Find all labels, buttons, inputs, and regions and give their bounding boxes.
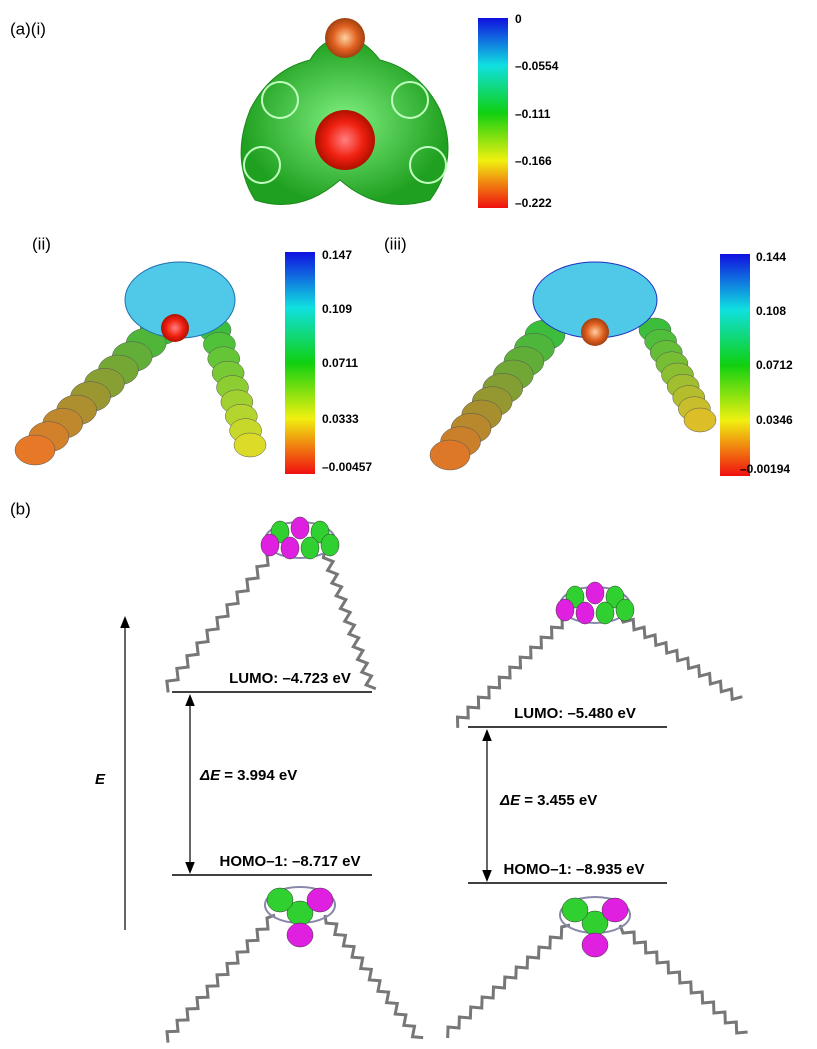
atom-surface (325, 18, 365, 58)
alkyl-chain (620, 615, 742, 699)
chain-segment (15, 435, 55, 465)
alkyl-chain (325, 915, 423, 1038)
atom-surface (315, 110, 375, 170)
homo-label: HOMO–1: –8.935 eV (504, 861, 645, 878)
orbital-lobe (596, 602, 614, 624)
orbital-lobe (281, 537, 299, 559)
orbital-lobe (291, 517, 309, 539)
gap-label: ΔE = 3.994 eV (199, 767, 297, 784)
colorbar (478, 18, 508, 208)
gap-value: = 3.994 eV (224, 767, 297, 784)
colorbar-tick: 0.144 (756, 250, 786, 264)
colorbar-tick: –0.111 (515, 107, 551, 121)
gap-value: = 3.455 eV (524, 792, 597, 809)
chain-segment (684, 408, 716, 432)
atom-surface (581, 318, 609, 346)
colorbar-tick: –0.00457 (322, 460, 372, 474)
orbital-lobe (586, 582, 604, 604)
alkyl-chain (448, 925, 570, 1038)
atom-surface (161, 314, 189, 342)
colorbar-tick: 0.0333 (322, 412, 359, 426)
orbital-lobe (261, 534, 279, 556)
colorbar-tick: 0.0712 (756, 358, 793, 372)
gap-label: ΔE = 3.455 eV (499, 792, 597, 809)
alkyl-chain (323, 550, 375, 689)
colorbar-tick: 0.0346 (756, 413, 793, 427)
orbital-lobe (616, 599, 634, 621)
orbital-lobe (582, 933, 608, 957)
chain-segment (430, 440, 470, 470)
figure: (a)(i) 0 –0.0554 –0.111 –0.166 –0.222 (i… (0, 0, 817, 1049)
colorbar-tick: 0 (515, 12, 522, 26)
colorbar (720, 254, 750, 476)
gap-symbol: ΔE (199, 767, 221, 784)
alkyl-chain (620, 925, 748, 1033)
homo-label: HOMO–1: –8.717 eV (220, 853, 361, 870)
colorbar-tick: 0.108 (756, 304, 786, 318)
colorbar-tick: –0.00194 (740, 462, 790, 476)
orbital-lobe (267, 888, 293, 912)
orbital-lobe (602, 898, 628, 922)
alkyl-chain (167, 915, 275, 1043)
colorbar-tick: 0.109 (322, 302, 352, 316)
colorbar-tick: –0.166 (515, 154, 552, 168)
orbital-lobe (321, 534, 339, 556)
orbital-lobe (307, 888, 333, 912)
panel-label: (iii) (384, 234, 407, 253)
colorbar-tick: –0.0554 (515, 59, 559, 73)
colorbar-tick: 0.0711 (322, 356, 358, 370)
energy-axis-label: E (95, 771, 106, 788)
orbital-lobe (301, 537, 319, 559)
lumo-label: LUMO: –5.480 eV (514, 705, 636, 722)
lumo-label: LUMO: –4.723 eV (229, 670, 351, 687)
colorbar-tick: –0.222 (515, 196, 552, 210)
panel-label: (ii) (32, 234, 51, 253)
gap-symbol: ΔE (499, 792, 521, 809)
orbital-lobe (287, 923, 313, 947)
panel-label: (a)(i) (10, 19, 46, 38)
chain-segment (234, 433, 266, 457)
orbital-lobe (562, 898, 588, 922)
colorbar (285, 252, 315, 474)
panel-label: (b) (10, 499, 31, 518)
orbital-lobe (556, 599, 574, 621)
colorbar-tick: 0.147 (322, 248, 352, 262)
orbital-lobe (576, 602, 594, 624)
